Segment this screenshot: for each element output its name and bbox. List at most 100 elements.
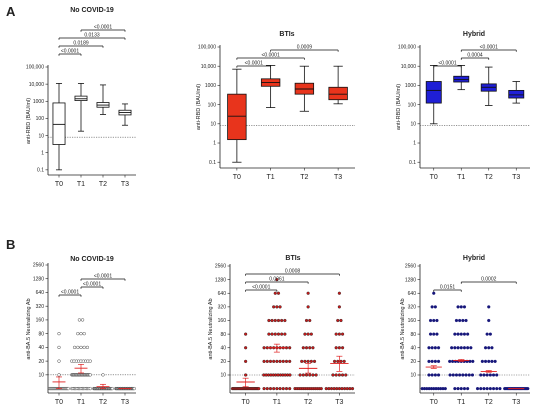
data-point bbox=[101, 373, 105, 377]
y-tick-label: 40 bbox=[38, 345, 44, 351]
data-point bbox=[462, 346, 467, 350]
data-point bbox=[456, 387, 460, 391]
data-point bbox=[459, 387, 463, 391]
y-axis-label: anti-RBD (BAU/ml) bbox=[396, 84, 402, 130]
data-point bbox=[430, 305, 434, 309]
data-point bbox=[466, 387, 470, 391]
data-point bbox=[428, 332, 433, 336]
data-point bbox=[275, 387, 279, 391]
y-tick-label: 10,000 bbox=[29, 82, 45, 88]
y-tick-label: 10 bbox=[210, 122, 216, 128]
p-value-label: 0.0002 bbox=[481, 277, 497, 283]
data-point bbox=[488, 373, 492, 377]
data-point bbox=[488, 387, 492, 391]
data-point bbox=[458, 318, 462, 323]
y-tick-label: 10 bbox=[220, 373, 226, 379]
y-tick-label: 100,000 bbox=[398, 45, 416, 51]
data-point bbox=[459, 332, 463, 336]
data-point bbox=[303, 332, 307, 336]
chart-title: Hybrid bbox=[463, 31, 485, 38]
data-point bbox=[88, 386, 92, 391]
data-point bbox=[340, 346, 345, 350]
data-point bbox=[427, 359, 431, 363]
data-point bbox=[461, 318, 465, 323]
data-point bbox=[314, 373, 318, 377]
data-point bbox=[491, 373, 496, 377]
y-tick-label: 10 bbox=[38, 373, 44, 379]
data-point bbox=[262, 359, 266, 363]
data-point bbox=[427, 373, 431, 377]
data-point bbox=[79, 345, 83, 349]
data-point bbox=[85, 345, 89, 349]
x-tick-label: T0 bbox=[55, 181, 63, 188]
data-point bbox=[456, 332, 460, 336]
data-point bbox=[273, 318, 277, 323]
data-point bbox=[348, 387, 352, 391]
data-point bbox=[80, 318, 85, 322]
data-point bbox=[459, 305, 463, 309]
data-point bbox=[276, 318, 281, 323]
p-value-label: 0.0009 bbox=[297, 45, 313, 51]
data-point bbox=[480, 359, 484, 363]
data-point bbox=[301, 373, 305, 377]
y-tick-label: 2560 bbox=[33, 263, 44, 269]
data-point bbox=[257, 387, 261, 391]
y-tick-label: 160 bbox=[218, 318, 227, 324]
data-point bbox=[453, 346, 457, 350]
data-point bbox=[485, 373, 489, 377]
data-point bbox=[276, 332, 281, 336]
y-tick-label: 0.1 bbox=[209, 160, 216, 166]
data-point bbox=[281, 387, 285, 391]
y-tick-label: 10 bbox=[38, 133, 44, 139]
data-point bbox=[495, 373, 499, 377]
data-point bbox=[272, 359, 276, 363]
data-point bbox=[304, 318, 309, 323]
x-tick-label: T0 bbox=[233, 174, 241, 181]
data-point bbox=[339, 318, 343, 323]
y-tick-label: 2560 bbox=[215, 264, 226, 270]
data-point bbox=[284, 359, 289, 363]
y-tick-label: 1000 bbox=[33, 99, 44, 105]
data-point bbox=[430, 359, 434, 363]
data-point bbox=[329, 387, 334, 391]
data-point bbox=[66, 386, 70, 391]
data-point bbox=[308, 318, 312, 323]
data-point bbox=[57, 359, 61, 363]
data-point bbox=[475, 387, 480, 391]
chart-3: Hybrid anti-RBD (BAU/ml) 0.1 1 10 100 1000 10,0… bbox=[396, 31, 530, 181]
data-point bbox=[493, 359, 497, 363]
box bbox=[52, 102, 66, 145]
p-value-label: <0.0001 bbox=[83, 282, 101, 288]
data-point bbox=[334, 373, 338, 377]
p-value-label: 0.0189 bbox=[73, 41, 89, 47]
y-tick-label: 100,000 bbox=[198, 45, 216, 51]
data-point bbox=[471, 359, 475, 363]
y-tick-label: 320 bbox=[408, 305, 417, 311]
data-point bbox=[304, 346, 309, 350]
data-point bbox=[337, 291, 341, 295]
data-point bbox=[483, 346, 488, 350]
y-tick-label: 100 bbox=[208, 102, 217, 108]
data-point bbox=[526, 387, 530, 391]
data-point bbox=[309, 332, 313, 336]
p-value-label: <0.0001 bbox=[61, 290, 79, 296]
data-point bbox=[132, 386, 136, 391]
data-point bbox=[72, 345, 77, 349]
data-point bbox=[272, 387, 276, 391]
data-point bbox=[462, 387, 467, 391]
x-tick-label: T3 bbox=[512, 174, 520, 181]
box bbox=[508, 89, 525, 99]
data-point bbox=[470, 373, 475, 377]
data-point bbox=[57, 332, 61, 336]
data-point bbox=[435, 318, 439, 323]
data-point bbox=[453, 332, 457, 336]
data-point bbox=[430, 373, 434, 377]
y-tick-label: 80 bbox=[220, 332, 226, 338]
data-point bbox=[432, 318, 436, 323]
data-point bbox=[288, 387, 292, 391]
data-point bbox=[300, 359, 304, 363]
data-point bbox=[57, 373, 61, 377]
data-point bbox=[88, 359, 92, 363]
data-point bbox=[479, 387, 483, 391]
data-point bbox=[337, 387, 341, 391]
